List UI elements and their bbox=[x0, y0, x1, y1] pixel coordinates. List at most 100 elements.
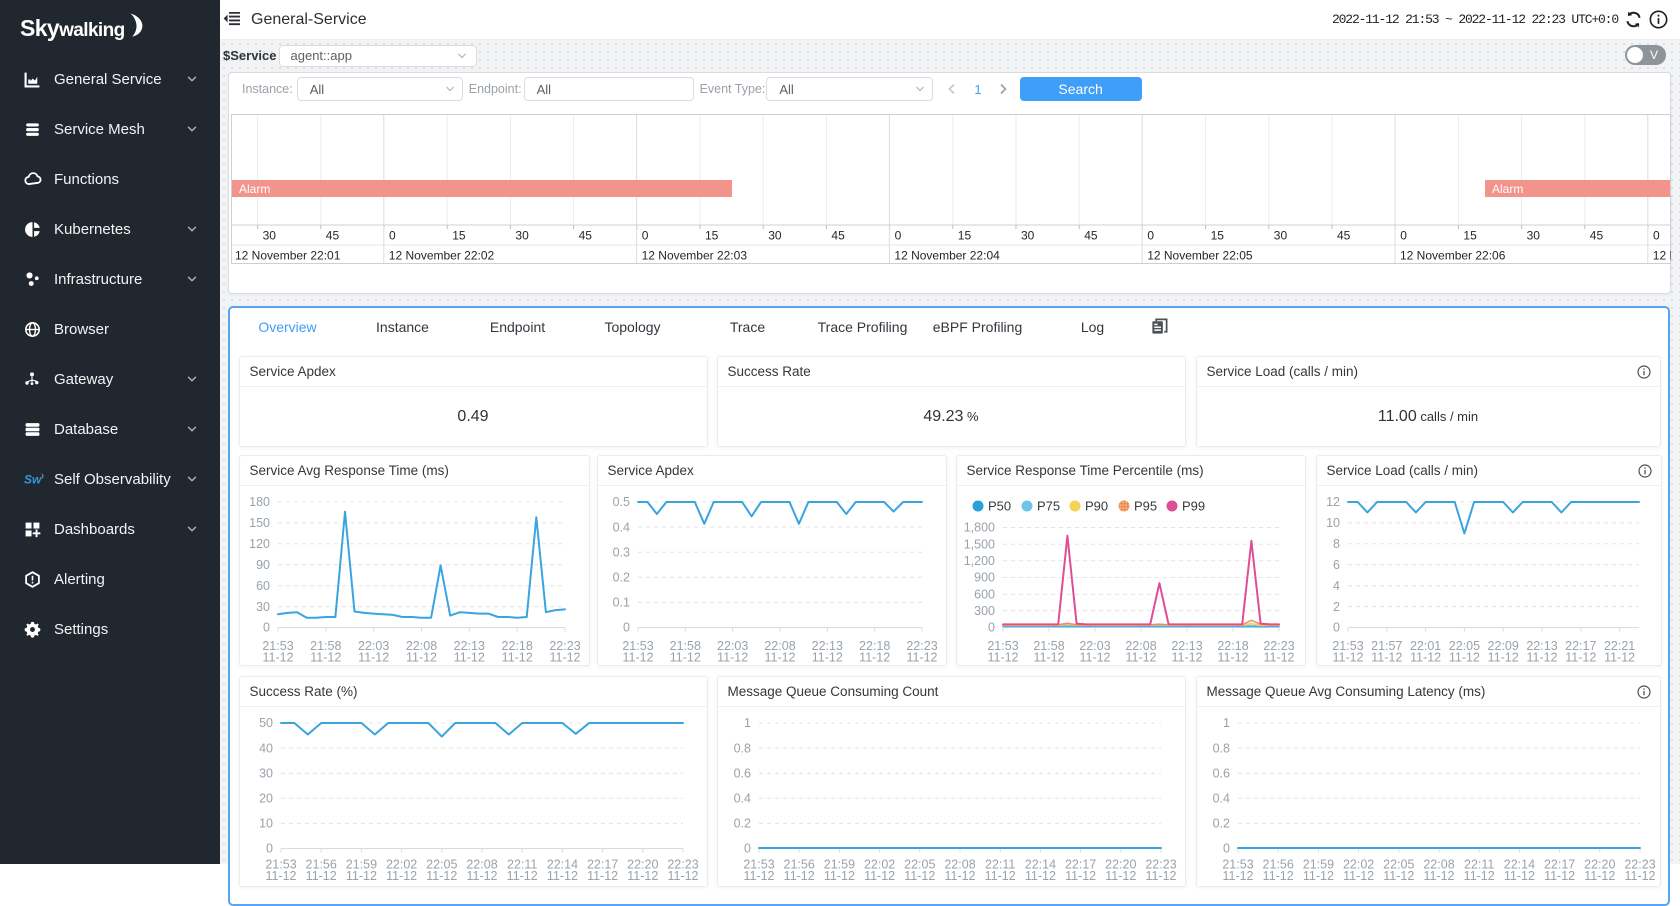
svg-text:6: 6 bbox=[1333, 558, 1340, 572]
svg-text:22:08: 22:08 bbox=[405, 639, 436, 653]
svg-text:10: 10 bbox=[1326, 516, 1340, 530]
svg-text:22:17: 22:17 bbox=[1565, 639, 1596, 653]
svg-text:11-12: 11-12 bbox=[1503, 869, 1534, 883]
svg-text:11-12: 11-12 bbox=[1526, 651, 1557, 665]
svg-text:2: 2 bbox=[1333, 600, 1340, 614]
svg-text:0.5: 0.5 bbox=[612, 495, 629, 509]
svg-text:90: 90 bbox=[256, 558, 270, 572]
svg-text:60: 60 bbox=[256, 579, 270, 593]
svg-text:12: 12 bbox=[1326, 495, 1340, 509]
svg-text:600: 600 bbox=[974, 587, 995, 601]
svg-text:22:03: 22:03 bbox=[1079, 639, 1110, 653]
svg-text:22:05: 22:05 bbox=[1448, 639, 1479, 653]
svg-text:11-12: 11-12 bbox=[1332, 651, 1363, 665]
svg-text:0: 0 bbox=[1333, 621, 1340, 635]
svg-text:11-12: 11-12 bbox=[1423, 869, 1454, 883]
svg-text:Sw: Sw bbox=[24, 473, 42, 487]
svg-text:21:58: 21:58 bbox=[310, 639, 341, 653]
svg-text:30: 30 bbox=[1274, 229, 1288, 243]
svg-text:900: 900 bbox=[974, 571, 995, 585]
svg-text:1,200: 1,200 bbox=[963, 554, 994, 568]
svg-text:12 November 22:01: 12 November 22:01 bbox=[235, 249, 341, 263]
svg-text:45: 45 bbox=[1084, 229, 1098, 243]
svg-text:P75: P75 bbox=[1037, 499, 1060, 514]
svg-text:30: 30 bbox=[768, 229, 782, 243]
svg-text:11-12: 11-12 bbox=[1624, 869, 1655, 883]
svg-text:22:03: 22:03 bbox=[717, 639, 748, 653]
svg-text:22:23: 22:23 bbox=[549, 639, 580, 653]
svg-text:11-12: 11-12 bbox=[1065, 869, 1096, 883]
svg-text:150: 150 bbox=[249, 516, 270, 530]
svg-text:0.3: 0.3 bbox=[612, 545, 629, 559]
svg-text:0.4: 0.4 bbox=[612, 520, 629, 534]
svg-text:22:23: 22:23 bbox=[1263, 639, 1294, 653]
svg-text:11-12: 11-12 bbox=[1302, 869, 1333, 883]
svg-text:0: 0 bbox=[1147, 229, 1154, 243]
svg-text:0.2: 0.2 bbox=[1212, 817, 1229, 831]
svg-text:40: 40 bbox=[259, 741, 273, 755]
svg-text:12 November 22:04: 12 November 22:04 bbox=[894, 249, 1000, 263]
svg-text:50: 50 bbox=[259, 716, 273, 730]
svg-text:30: 30 bbox=[1527, 229, 1541, 243]
svg-text:11-12: 11-12 bbox=[305, 869, 336, 883]
svg-text:21:57: 21:57 bbox=[1371, 639, 1402, 653]
svg-text:11-12: 11-12 bbox=[358, 651, 389, 665]
svg-text:P99: P99 bbox=[1182, 499, 1205, 514]
svg-text:11-12: 11-12 bbox=[310, 651, 341, 665]
svg-text:Alarm: Alarm bbox=[239, 182, 270, 196]
svg-text:0: 0 bbox=[744, 842, 751, 856]
svg-text:11-12: 11-12 bbox=[904, 869, 935, 883]
svg-text:11-12: 11-12 bbox=[717, 651, 748, 665]
svg-text:21:53: 21:53 bbox=[262, 639, 293, 653]
svg-text:11-12: 11-12 bbox=[811, 651, 842, 665]
svg-text:11-12: 11-12 bbox=[587, 869, 618, 883]
svg-text:0.2: 0.2 bbox=[612, 571, 629, 585]
svg-text:11-12: 11-12 bbox=[622, 651, 653, 665]
svg-text:21:53: 21:53 bbox=[987, 639, 1018, 653]
svg-text:1,800: 1,800 bbox=[963, 521, 994, 535]
svg-text:11-12: 11-12 bbox=[466, 869, 497, 883]
svg-text:4: 4 bbox=[1333, 579, 1340, 593]
svg-text:11-12: 11-12 bbox=[823, 869, 854, 883]
svg-text:22:23: 22:23 bbox=[906, 639, 937, 653]
svg-text:11-12: 11-12 bbox=[1024, 869, 1055, 883]
svg-text:22:21: 22:21 bbox=[1603, 639, 1634, 653]
svg-text:11-12: 11-12 bbox=[265, 869, 296, 883]
svg-text:8: 8 bbox=[1333, 537, 1340, 551]
svg-text:P95: P95 bbox=[1134, 499, 1157, 514]
svg-text:11-12: 11-12 bbox=[549, 651, 580, 665]
svg-text:12 November 22:06: 12 November 22:06 bbox=[1400, 249, 1506, 263]
svg-text:11-12: 11-12 bbox=[546, 869, 577, 883]
svg-text:11-12: 11-12 bbox=[1410, 651, 1441, 665]
svg-text:22:09: 22:09 bbox=[1487, 639, 1518, 653]
svg-text:300: 300 bbox=[974, 604, 995, 618]
svg-text:30: 30 bbox=[263, 229, 277, 243]
svg-text:11-12: 11-12 bbox=[426, 869, 457, 883]
svg-text:1,500: 1,500 bbox=[963, 537, 994, 551]
svg-text:22:13: 22:13 bbox=[453, 639, 484, 653]
svg-text:11-12: 11-12 bbox=[1565, 651, 1596, 665]
svg-text:0.8: 0.8 bbox=[1212, 741, 1229, 755]
svg-text:0: 0 bbox=[988, 621, 995, 635]
svg-text:45: 45 bbox=[831, 229, 845, 243]
svg-text:120: 120 bbox=[249, 537, 270, 551]
svg-text:22:08: 22:08 bbox=[1125, 639, 1156, 653]
svg-text:11-12: 11-12 bbox=[1105, 869, 1136, 883]
svg-text:12 November 22:03: 12 November 22:03 bbox=[642, 249, 748, 263]
svg-text:15: 15 bbox=[1463, 229, 1477, 243]
svg-text:0: 0 bbox=[389, 229, 396, 243]
svg-text:45: 45 bbox=[579, 229, 593, 243]
svg-text:0: 0 bbox=[1400, 229, 1407, 243]
svg-text:0.4: 0.4 bbox=[1212, 792, 1229, 806]
svg-text:0.6: 0.6 bbox=[1212, 766, 1229, 780]
svg-text:0.1: 0.1 bbox=[612, 596, 629, 610]
svg-text:11-12: 11-12 bbox=[262, 651, 293, 665]
svg-text:45: 45 bbox=[1590, 229, 1604, 243]
svg-text:15: 15 bbox=[452, 229, 466, 243]
svg-text:1: 1 bbox=[1223, 716, 1230, 730]
svg-text:0: 0 bbox=[623, 621, 630, 635]
svg-text:11-12: 11-12 bbox=[345, 869, 376, 883]
svg-text:11-12: 11-12 bbox=[453, 651, 484, 665]
svg-text:0.2: 0.2 bbox=[733, 817, 750, 831]
svg-text:30: 30 bbox=[256, 600, 270, 614]
